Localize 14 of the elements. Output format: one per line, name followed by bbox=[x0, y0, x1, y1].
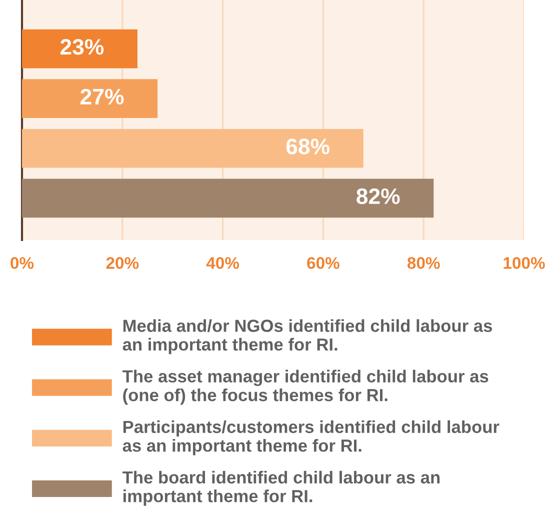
data-label: 82% bbox=[356, 188, 400, 204]
x-tick-label: 0% bbox=[10, 257, 34, 269]
x-tick-label: 100% bbox=[504, 257, 545, 269]
x-tick-label: 40% bbox=[206, 257, 240, 269]
x-tick-label: 20% bbox=[106, 257, 139, 269]
data-label: 23% bbox=[60, 39, 104, 55]
legend-label: The board identified child labour as an important theme for RI. bbox=[122, 470, 440, 506]
legend-label: Media and/or NGOs identified child labour as an important theme for RI. bbox=[122, 319, 492, 354]
data-label: 68% bbox=[286, 138, 330, 154]
x-tick-label: 80% bbox=[407, 257, 440, 269]
legend-label: Participants/customers identified child labour as an important theme for RI. bbox=[122, 420, 500, 456]
legend-label: The asset manager identified child labour as (one of) the focus themes for RI. bbox=[122, 370, 488, 405]
x-tick-label: 60% bbox=[307, 257, 340, 269]
data-label: 27% bbox=[80, 88, 124, 105]
